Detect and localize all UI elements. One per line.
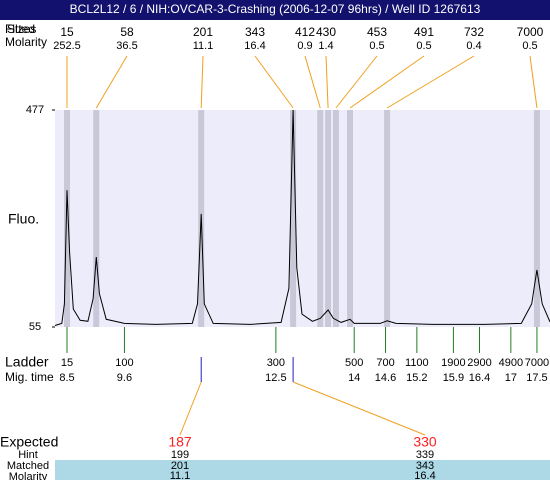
- matched-value: 343: [416, 460, 434, 472]
- row-label: Matched: [7, 460, 49, 472]
- y-axis-label: Fluo.: [8, 211, 39, 227]
- ladder-time: 17.5: [526, 372, 547, 384]
- peak-size: 412: [295, 25, 315, 39]
- peak-link: [335, 55, 378, 109]
- ladder-time: 15.2: [406, 372, 427, 384]
- peak-band: [64, 110, 71, 327]
- y-tick-label: 477: [26, 104, 44, 116]
- peak-band: [93, 110, 100, 327]
- peak-band: [533, 110, 540, 327]
- row-label: Hint: [18, 449, 38, 461]
- peak-molarity: 16.4: [244, 40, 265, 52]
- peak-band: [290, 110, 297, 327]
- peak-molarity: 0.9: [297, 40, 312, 52]
- peak-band: [347, 110, 354, 327]
- row-label: Molarity: [9, 471, 48, 480]
- ladder-time: 17: [505, 372, 517, 384]
- row-label: Molarity: [5, 35, 47, 49]
- peak-molarity: 252.5: [53, 40, 81, 52]
- matched-row: [55, 460, 550, 471]
- ladder-time: 14: [348, 372, 360, 384]
- expected-value: 330: [413, 434, 437, 450]
- ladder-size: 1900: [441, 357, 465, 369]
- peak-size: 15: [60, 25, 74, 39]
- ladder-time: 12.5: [265, 372, 286, 384]
- hint-value: 199: [171, 449, 189, 461]
- trace: [54, 109, 550, 326]
- peak-molarity: 1.4: [318, 40, 333, 52]
- peak-molarity: 0.5: [369, 40, 384, 52]
- ladder-size: 700: [376, 357, 394, 369]
- peak-size: 58: [120, 25, 134, 39]
- peak-band: [332, 110, 339, 327]
- peak-link: [386, 55, 475, 109]
- ladder-time: 16.4: [469, 372, 490, 384]
- ladder-time: 15.9: [443, 372, 464, 384]
- row-label: Ladder: [5, 354, 49, 370]
- peak-link: [529, 55, 538, 109]
- peak-link: [325, 55, 329, 109]
- ladder-size: 15: [61, 357, 73, 369]
- peak-molarity: 0.4: [466, 40, 481, 52]
- row-label: Mig. time: [5, 370, 54, 384]
- peak-link: [349, 55, 425, 109]
- molarity-row: [55, 471, 550, 480]
- peak-size: 453: [367, 25, 387, 39]
- peak-size: 491: [414, 25, 434, 39]
- expected-link: [292, 381, 426, 436]
- ladder-size: 500: [345, 357, 363, 369]
- peak-size: 732: [464, 25, 484, 39]
- ladder-size: 7000: [525, 357, 549, 369]
- expected-link: [179, 381, 202, 436]
- title: BCL2L12 / 6 / NIH:OVCAR-3-Crashing (2006…: [70, 2, 481, 16]
- plot-area: [55, 110, 550, 327]
- peak-band: [317, 110, 324, 327]
- peak-link: [254, 55, 294, 109]
- ladder-time: 8.5: [59, 372, 74, 384]
- matched-value: 201: [171, 460, 189, 472]
- ladder-size: 4900: [499, 357, 523, 369]
- peak-molarity: 36.5: [116, 40, 137, 52]
- expected-value: 187: [168, 434, 192, 450]
- ladder-size: 2900: [467, 357, 491, 369]
- peak-molarity: 11.1: [193, 40, 214, 52]
- title-bar: [0, 0, 550, 20]
- peak-size: 201: [193, 25, 213, 39]
- peak-molarity: 0.5: [416, 40, 431, 52]
- peak-molarity: 0.5: [522, 40, 537, 52]
- ladder-time: 9.6: [117, 372, 132, 384]
- peak-size: 430: [316, 25, 336, 39]
- ladder-size: 300: [267, 357, 285, 369]
- hint-value: 339: [416, 449, 434, 461]
- ladder-time: 14.6: [375, 372, 396, 384]
- peak-link: [95, 55, 128, 109]
- row-label: Sizes: [7, 22, 36, 36]
- row-label: Expected: [0, 434, 58, 450]
- peak-band: [384, 110, 391, 327]
- molarity-value: 11.1: [170, 470, 191, 480]
- peak-size: 7000: [517, 25, 544, 39]
- peak-size: 343: [245, 25, 265, 39]
- ladder-size: 1100: [405, 357, 429, 369]
- peak-link: [200, 55, 204, 109]
- peak-link: [304, 55, 321, 109]
- molarity-value: 16.4: [414, 470, 435, 480]
- ladder-size: 100: [115, 357, 133, 369]
- row-label: Fitted: [5, 22, 35, 36]
- peak-band: [325, 110, 332, 327]
- y-tick-label: 55: [29, 321, 41, 333]
